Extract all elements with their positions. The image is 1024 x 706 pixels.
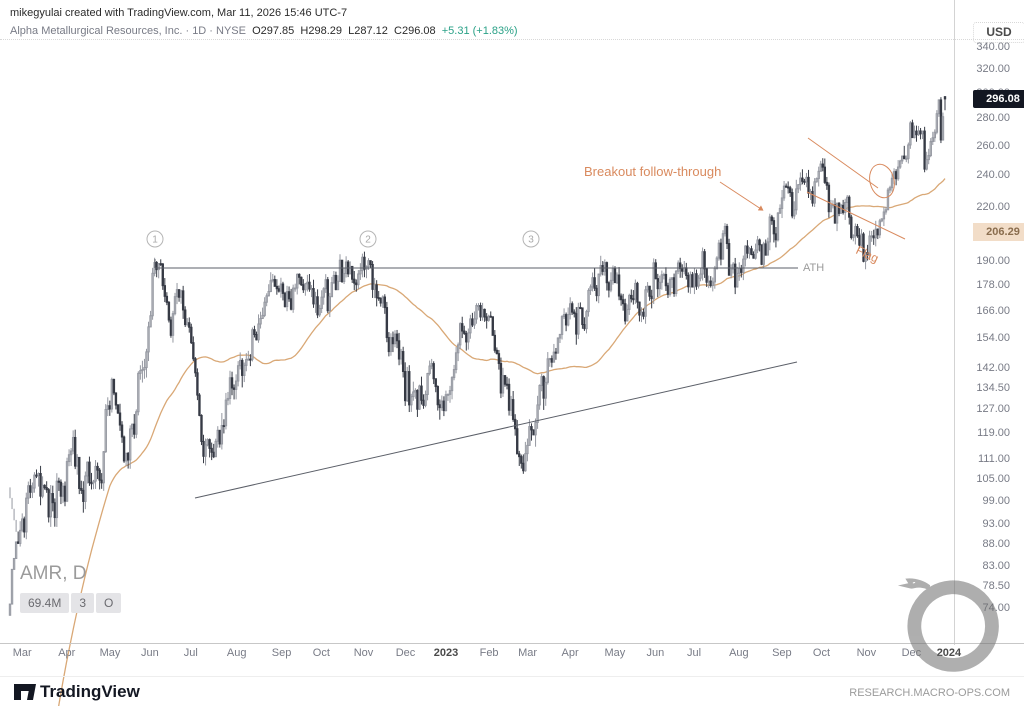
svg-text:ATH: ATH [803,262,824,274]
svg-text:Breakout follow-through: Breakout follow-through [584,164,721,179]
svg-text:Flag: Flag [854,243,881,266]
svg-text:2: 2 [365,235,371,246]
svg-text:3: 3 [528,235,534,246]
svg-text:1: 1 [152,235,158,246]
